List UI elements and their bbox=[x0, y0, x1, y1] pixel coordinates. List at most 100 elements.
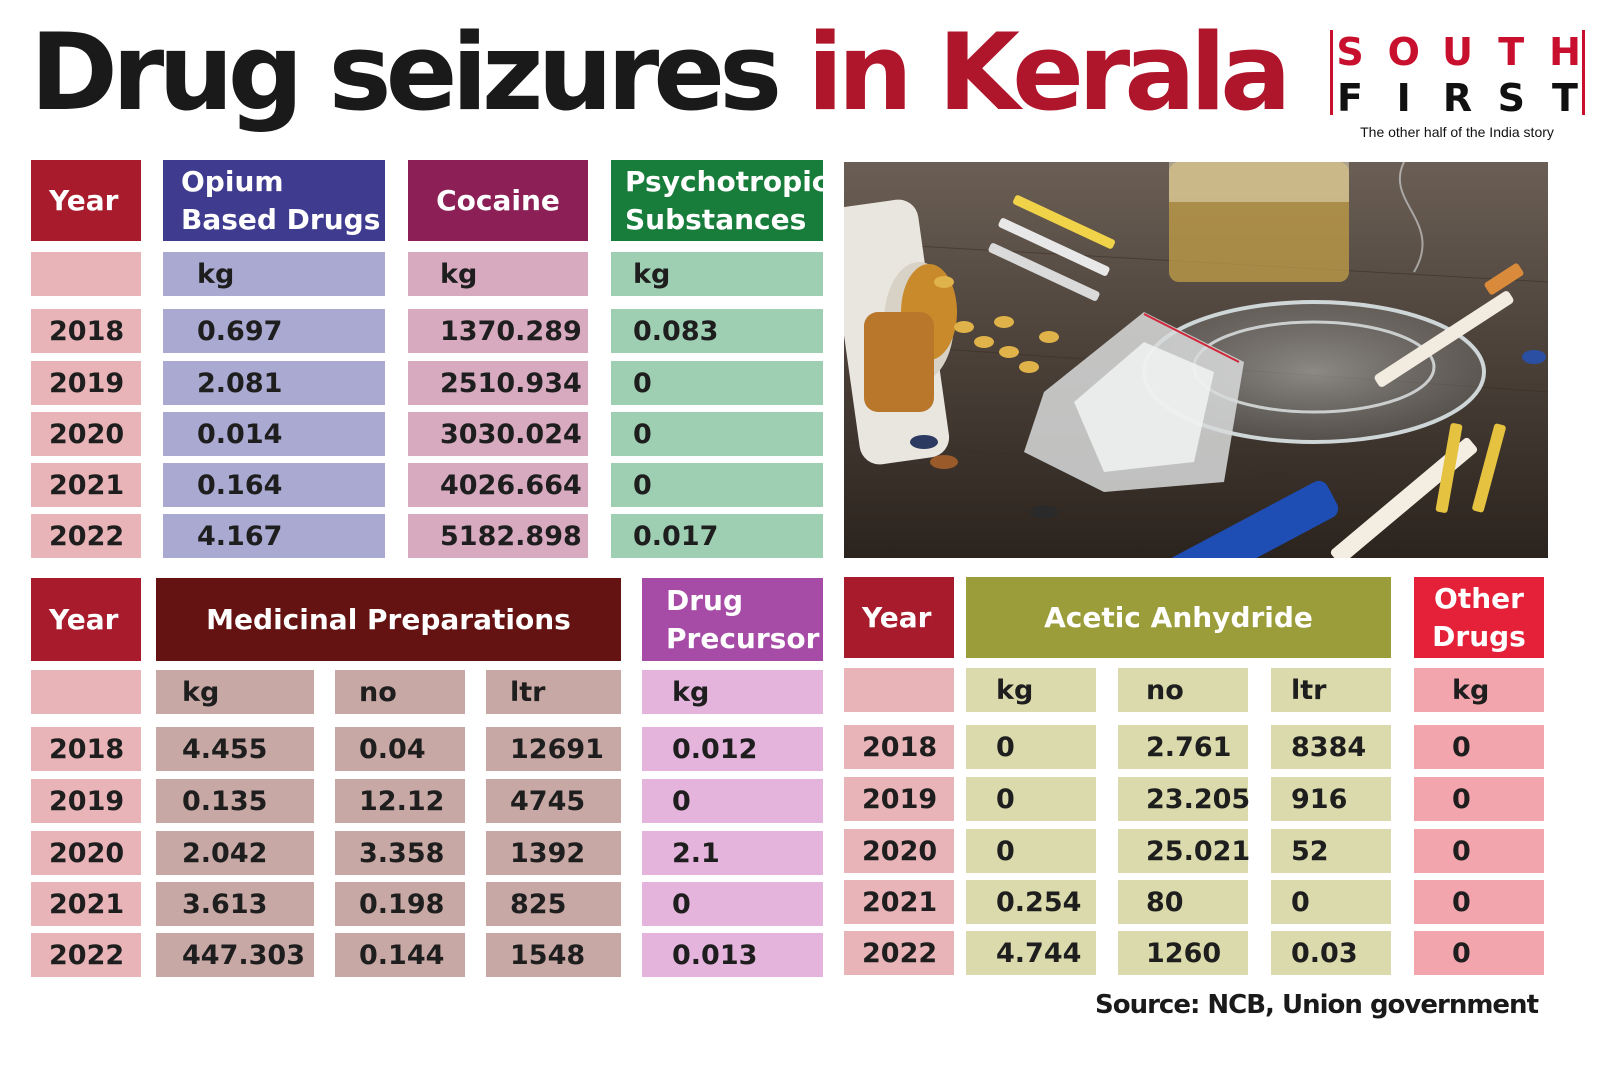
table2-unit: ltr bbox=[486, 670, 621, 714]
table3-cell: 8384 bbox=[1271, 725, 1391, 769]
table2-cell: 3.358 bbox=[335, 831, 465, 875]
table3-cell: 0 bbox=[966, 777, 1096, 821]
table2-row-year: 2020 bbox=[31, 831, 141, 875]
table2-cell: 0.013 bbox=[642, 933, 823, 977]
table1-cell: 0 bbox=[611, 463, 823, 507]
table3-header-acetic: Acetic Anhydride bbox=[966, 577, 1391, 658]
page-title: Drug seizures in Kerala bbox=[30, 8, 1292, 138]
drugs-photo-illustration bbox=[844, 162, 1548, 558]
table2-cell: 447.303 bbox=[156, 933, 314, 977]
table2-header-medicinal: Medicinal Preparations bbox=[156, 578, 621, 661]
table1-unit: kg bbox=[163, 252, 385, 296]
table2-cell: 3.613 bbox=[156, 882, 314, 926]
table3-cell: 25.021 bbox=[1118, 829, 1250, 873]
table1-cell: 4026.664 bbox=[408, 463, 588, 507]
table2-row-year: 2021 bbox=[31, 882, 141, 926]
table3-unit: kg bbox=[966, 668, 1096, 712]
table1-unit: kg bbox=[611, 252, 823, 296]
table1-year-header: Year bbox=[31, 160, 141, 241]
table3-cell: 0 bbox=[1271, 880, 1391, 924]
table1-row-year: 2020 bbox=[31, 412, 141, 456]
table3-cell: 0 bbox=[1414, 829, 1544, 873]
table2-cell: 1392 bbox=[486, 831, 621, 875]
table3-cell: 0.254 bbox=[966, 880, 1096, 924]
table3-cell: 0 bbox=[1414, 931, 1544, 975]
table2-cell: 825 bbox=[486, 882, 621, 926]
table2-cell: 0 bbox=[642, 779, 823, 823]
table1-unit-year-blank bbox=[31, 252, 141, 296]
table3-header-other: Other Drugs bbox=[1414, 577, 1544, 658]
table1-cell: 3030.024 bbox=[408, 412, 588, 456]
table1-header-cocaine: Cocaine bbox=[408, 160, 588, 241]
table2-cell: 4.455 bbox=[156, 727, 314, 771]
table2-cell: 4745 bbox=[486, 779, 621, 823]
table3-cell: 0 bbox=[966, 829, 1096, 873]
table3-cell: 2.761 bbox=[1118, 725, 1248, 769]
table2-cell: 0.198 bbox=[335, 882, 465, 926]
table1-row-year: 2019 bbox=[31, 361, 141, 405]
table3-unit: ltr bbox=[1271, 668, 1391, 712]
logo-tagline: The other half of the India story bbox=[1360, 124, 1554, 140]
table1-row-year: 2022 bbox=[31, 514, 141, 558]
table1-cell: 0 bbox=[611, 361, 823, 405]
table2-cell: 0.012 bbox=[642, 727, 823, 771]
title-part-2: in Kerala bbox=[807, 11, 1292, 134]
table1-cell: 1370.289 bbox=[408, 309, 588, 353]
table1-header-psychotropic: Psychotropic Substances bbox=[611, 160, 828, 241]
drugs-photo bbox=[844, 162, 1548, 558]
table1-cell: 0.014 bbox=[163, 412, 385, 456]
table3-cell: 0.03 bbox=[1271, 931, 1391, 975]
table2-unit: kg bbox=[642, 670, 823, 714]
table3-unit: no bbox=[1118, 668, 1248, 712]
table1-unit: kg bbox=[408, 252, 588, 296]
table3-cell: 80 bbox=[1118, 880, 1248, 924]
table1-cell: 0.697 bbox=[163, 309, 385, 353]
table1-cell: 0 bbox=[611, 412, 823, 456]
table3-cell: 0 bbox=[966, 725, 1096, 769]
logo-word-south: S O U T H bbox=[1336, 30, 1581, 74]
table2-cell: 2.042 bbox=[156, 831, 314, 875]
table1-cell: 0.083 bbox=[611, 309, 823, 353]
logo-bar-left bbox=[1330, 30, 1333, 115]
table2-cell: 0 bbox=[642, 882, 823, 926]
table1-header-opium: Opium Based Drugs bbox=[163, 160, 385, 241]
table3-row-year: 2018 bbox=[844, 725, 954, 769]
source-note: Source: NCB, Union government bbox=[1094, 990, 1539, 1020]
logo-bar-right bbox=[1582, 30, 1585, 115]
table3-year-header: Year bbox=[844, 577, 954, 658]
table2-cell: 0.135 bbox=[156, 779, 314, 823]
table3-row-year: 2019 bbox=[844, 777, 954, 821]
table3-cell: 0 bbox=[1414, 880, 1544, 924]
table3-cell: 0 bbox=[1414, 725, 1544, 769]
table3-row-year: 2022 bbox=[844, 931, 954, 975]
table1-row-year: 2018 bbox=[31, 309, 141, 353]
table2-unit: no bbox=[335, 670, 465, 714]
table2-unit: kg bbox=[156, 670, 314, 714]
table3-unit-year-blank bbox=[844, 668, 954, 712]
table2-cell: 1548 bbox=[486, 933, 621, 977]
table1-cell: 4.167 bbox=[163, 514, 385, 558]
table2-cell: 0.144 bbox=[335, 933, 465, 977]
table1-cell: 2510.934 bbox=[408, 361, 588, 405]
table3-cell: 916 bbox=[1271, 777, 1391, 821]
table1-cell: 0.164 bbox=[163, 463, 385, 507]
table3-cell: 1260 bbox=[1118, 931, 1248, 975]
logo-word-first: F I R S T bbox=[1337, 76, 1578, 120]
table3-cell: 52 bbox=[1271, 829, 1391, 873]
table2-cell: 0.04 bbox=[335, 727, 465, 771]
table3-row-year: 2020 bbox=[844, 829, 954, 873]
table2-cell: 12691 bbox=[486, 727, 621, 771]
table2-cell: 12.12 bbox=[335, 779, 465, 823]
table2-row-year: 2019 bbox=[31, 779, 141, 823]
table2-year-header: Year bbox=[31, 578, 141, 661]
table3-cell: 0 bbox=[1414, 777, 1544, 821]
table2-cell: 2.1 bbox=[642, 831, 823, 875]
title-part-1: Drug seizures bbox=[30, 11, 782, 134]
table2-header-precursor: Drug Precursor bbox=[642, 578, 823, 661]
table1-row-year: 2021 bbox=[31, 463, 141, 507]
table2-unit-year-blank bbox=[31, 670, 141, 714]
table3-cell: 23.205 bbox=[1118, 777, 1250, 821]
table2-row-year: 2018 bbox=[31, 727, 141, 771]
table2-row-year: 2022 bbox=[31, 933, 141, 977]
table3-cell: 4.744 bbox=[966, 931, 1096, 975]
